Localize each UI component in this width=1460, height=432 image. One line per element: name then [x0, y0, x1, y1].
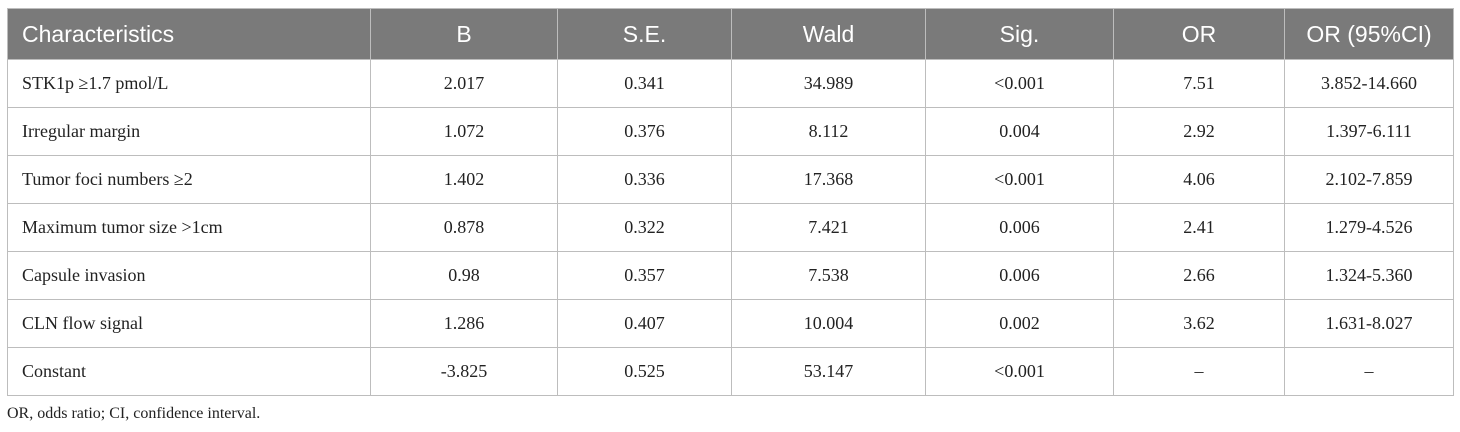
column-header-sig: Sig.: [925, 8, 1114, 60]
cell-characteristic: STK1p ≥1.7 pmol/L: [7, 59, 371, 108]
cell-se: 0.336: [557, 155, 732, 204]
cell-or-ci: 2.102-7.859: [1284, 155, 1454, 204]
cell-or: 7.51: [1113, 59, 1285, 108]
cell-characteristic: Constant: [7, 347, 371, 396]
cell-sig: <0.001: [925, 59, 1114, 108]
cell-or-ci: 1.631-8.027: [1284, 299, 1454, 348]
cell-wald: 34.989: [731, 59, 926, 108]
cell-characteristic: CLN flow signal: [7, 299, 371, 348]
cell-wald: 7.538: [731, 251, 926, 300]
cell-characteristic: Capsule invasion: [7, 251, 371, 300]
cell-wald: 7.421: [731, 203, 926, 252]
cell-b: 0.878: [370, 203, 558, 252]
column-header-or-ci: OR (95%CI): [1284, 8, 1454, 60]
cell-se: 0.376: [557, 107, 732, 156]
regression-table: Characteristics B S.E. Wald Sig. OR OR (…: [7, 8, 1454, 396]
cell-or: 4.06: [1113, 155, 1285, 204]
cell-characteristic: Irregular margin: [7, 107, 371, 156]
cell-characteristic: Tumor foci numbers ≥2: [7, 155, 371, 204]
cell-or: 2.92: [1113, 107, 1285, 156]
cell-wald: 17.368: [731, 155, 926, 204]
table-row: STK1p ≥1.7 pmol/L 2.017 0.341 34.989 <0.…: [7, 59, 1454, 108]
cell-or-ci: 3.852-14.660: [1284, 59, 1454, 108]
cell-or: 2.66: [1113, 251, 1285, 300]
cell-se: 0.341: [557, 59, 732, 108]
cell-or-ci: 1.397-6.111: [1284, 107, 1454, 156]
cell-wald: 8.112: [731, 107, 926, 156]
table-row: Capsule invasion 0.98 0.357 7.538 0.006 …: [7, 251, 1454, 300]
cell-or: 3.62: [1113, 299, 1285, 348]
cell-or: 2.41: [1113, 203, 1285, 252]
column-header-characteristics: Characteristics: [7, 8, 371, 60]
cell-b: -3.825: [370, 347, 558, 396]
column-header-b: B: [370, 8, 558, 60]
cell-or-ci: –: [1284, 347, 1454, 396]
cell-sig: 0.002: [925, 299, 1114, 348]
cell-or-ci: 1.324-5.360: [1284, 251, 1454, 300]
cell-sig: 0.006: [925, 203, 1114, 252]
table-row: Irregular margin 1.072 0.376 8.112 0.004…: [7, 107, 1454, 156]
cell-wald: 53.147: [731, 347, 926, 396]
cell-b: 0.98: [370, 251, 558, 300]
cell-or-ci: 1.279-4.526: [1284, 203, 1454, 252]
cell-b: 1.072: [370, 107, 558, 156]
cell-b: 1.286: [370, 299, 558, 348]
header-row: Characteristics B S.E. Wald Sig. OR OR (…: [7, 8, 1454, 60]
table-row: Tumor foci numbers ≥2 1.402 0.336 17.368…: [7, 155, 1454, 204]
table-row: CLN flow signal 1.286 0.407 10.004 0.002…: [7, 299, 1454, 348]
table-row: Constant -3.825 0.525 53.147 <0.001 – –: [7, 347, 1454, 396]
cell-se: 0.407: [557, 299, 732, 348]
cell-b: 1.402: [370, 155, 558, 204]
cell-se: 0.525: [557, 347, 732, 396]
cell-sig: <0.001: [925, 347, 1114, 396]
cell-sig: <0.001: [925, 155, 1114, 204]
cell-wald: 10.004: [731, 299, 926, 348]
cell-or: –: [1113, 347, 1285, 396]
table-body: STK1p ≥1.7 pmol/L 2.017 0.341 34.989 <0.…: [7, 59, 1454, 396]
table-row: Maximum tumor size >1cm 0.878 0.322 7.42…: [7, 203, 1454, 252]
table-header: Characteristics B S.E. Wald Sig. OR OR (…: [7, 8, 1454, 60]
column-header-or: OR: [1113, 8, 1285, 60]
column-header-wald: Wald: [731, 8, 926, 60]
cell-sig: 0.004: [925, 107, 1114, 156]
cell-se: 0.357: [557, 251, 732, 300]
cell-sig: 0.006: [925, 251, 1114, 300]
cell-b: 2.017: [370, 59, 558, 108]
column-header-se: S.E.: [557, 8, 732, 60]
table-footnote: OR, odds ratio; CI, confidence interval.: [7, 405, 261, 422]
cell-characteristic: Maximum tumor size >1cm: [7, 203, 371, 252]
cell-se: 0.322: [557, 203, 732, 252]
